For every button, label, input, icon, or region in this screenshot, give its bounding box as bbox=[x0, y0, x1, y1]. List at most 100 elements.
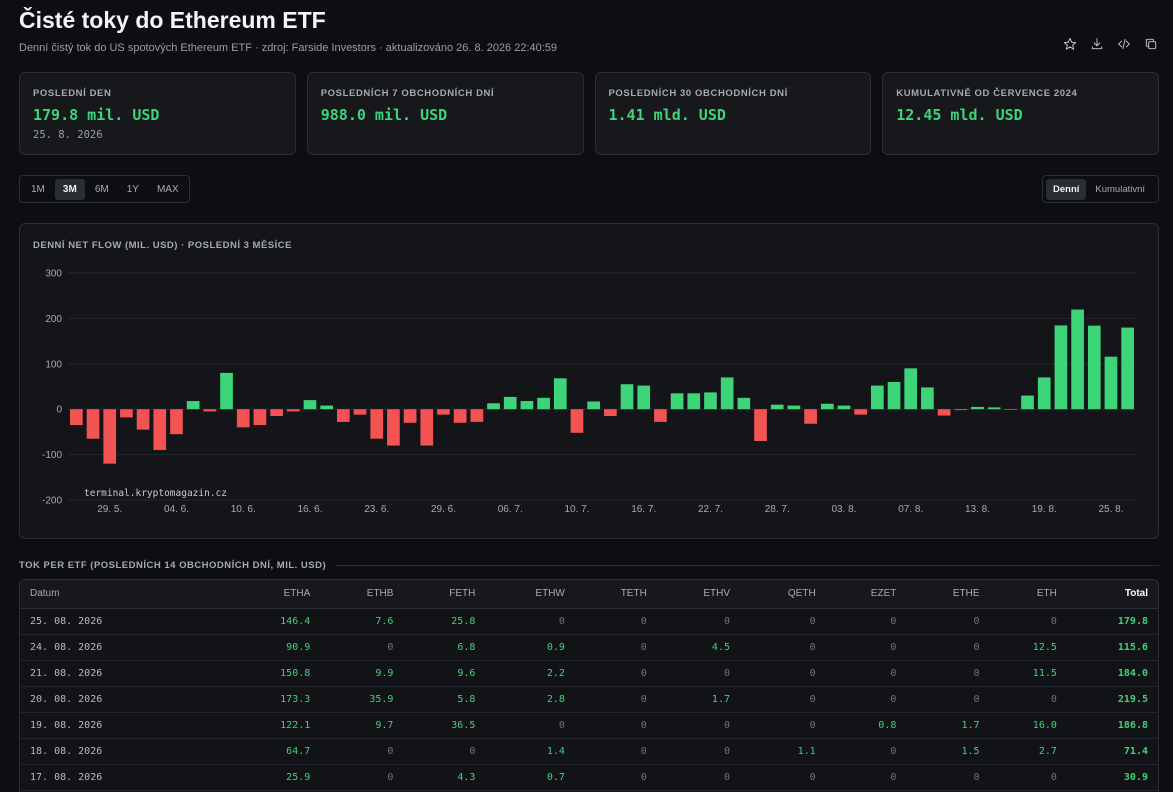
bar bbox=[520, 401, 534, 410]
x-tick-label: 07. 8. bbox=[898, 504, 923, 515]
bar bbox=[453, 409, 467, 423]
bar bbox=[337, 409, 350, 422]
flow-cell: 0 bbox=[906, 634, 990, 661]
bar bbox=[420, 409, 434, 446]
column-header[interactable]: ETHW bbox=[485, 580, 575, 609]
mode-cumulative-button[interactable]: Kumulativní bbox=[1095, 183, 1146, 195]
card-value: 1.41 mld. USD bbox=[608, 106, 726, 124]
table-row: 19. 08. 2026 122.1 9.7 36.5 0 0 0 0 0.8 1.7 16.0 18… bbox=[20, 712, 1158, 739]
flow-cell: 122.1 bbox=[229, 712, 321, 739]
bar bbox=[687, 393, 701, 410]
bar bbox=[987, 407, 1001, 410]
daily-flow-chart: -200 -100 0 100 200 300 29. 5. 04. 6. 10. 6. 16. … bbox=[42, 269, 1136, 515]
flow-cell: 0 bbox=[656, 764, 740, 791]
chart-title: DENNÍ NET FLOW (MIL. USD) · POSLEDNÍ 3 M… bbox=[33, 240, 292, 251]
bar bbox=[470, 409, 484, 422]
range-1m-button[interactable]: 1M bbox=[31, 183, 45, 195]
flow-cell: 36.5 bbox=[403, 712, 486, 739]
card-last-day: POSLEDNÍ DEN 179.8 mil. USD 25. 8. 2026 bbox=[19, 72, 296, 155]
flow-cell: 4.3 bbox=[403, 764, 486, 791]
table-row: 17. 08. 2026 25.9 0 4.3 0.7 0 0 0 0 0 0 30.9 bbox=[20, 764, 1158, 791]
copy-icon[interactable] bbox=[1142, 35, 1159, 52]
bar bbox=[587, 401, 600, 410]
range-max-button[interactable]: MAX bbox=[156, 183, 179, 195]
card-last-7-days: POSLEDNÍCH 7 OBCHODNÍCH DNÍ 988.0 mil. U… bbox=[306, 72, 584, 155]
bar bbox=[620, 384, 634, 410]
bar bbox=[120, 409, 133, 418]
bar bbox=[787, 405, 801, 410]
flow-cell: 0.8 bbox=[825, 712, 907, 739]
x-tick-label: 03. 8. bbox=[831, 504, 856, 515]
bar bbox=[303, 400, 317, 410]
card-value: 179.8 mil. USD bbox=[33, 106, 160, 124]
flow-cell: 0 bbox=[656, 738, 740, 765]
bar bbox=[537, 397, 550, 410]
flow-cell: 0 bbox=[989, 764, 1067, 791]
bar bbox=[604, 409, 617, 417]
table-row: 20. 08. 2026 173.3 35.9 5.8 2.8 0 1.7 0 0 0 0 219.5 bbox=[20, 686, 1158, 713]
bar bbox=[954, 409, 968, 411]
column-header[interactable]: QETH bbox=[739, 580, 826, 609]
column-header[interactable]: Total bbox=[1066, 580, 1158, 609]
flow-cell: 0 bbox=[989, 608, 1067, 635]
column-header[interactable]: ETHE bbox=[906, 580, 990, 609]
flow-cell: 0 bbox=[320, 764, 404, 791]
column-header[interactable]: EZET bbox=[825, 580, 907, 609]
flow-cell: 1.7 bbox=[906, 712, 990, 739]
bar bbox=[1087, 325, 1101, 410]
bar bbox=[704, 392, 717, 410]
y-tick-label: 100 bbox=[45, 359, 62, 370]
range-6m-button[interactable]: 6M bbox=[94, 183, 109, 195]
bar bbox=[387, 409, 400, 446]
card-date: 25. 8. 2026 bbox=[33, 129, 103, 141]
date-cell: 18. 08. 2026 bbox=[20, 738, 230, 765]
flow-cell: 0 bbox=[739, 686, 826, 713]
download-icon[interactable] bbox=[1088, 35, 1105, 52]
flow-cell: 1.4 bbox=[485, 738, 575, 765]
flow-cell: 0 bbox=[574, 660, 657, 687]
bar bbox=[403, 409, 417, 423]
bar bbox=[103, 409, 117, 464]
table-body: 25. 08. 2026 146.4 7.6 25.8 0 0 0 0 0 0 0 179.8 24. … bbox=[20, 608, 1158, 791]
bar bbox=[854, 409, 867, 415]
column-header[interactable]: FETH bbox=[403, 580, 486, 609]
flow-cell: 0.7 bbox=[485, 764, 575, 791]
bar bbox=[70, 409, 83, 426]
column-header[interactable]: ETHB bbox=[320, 580, 404, 609]
flow-cell: 90.9 bbox=[229, 634, 321, 661]
divider bbox=[336, 565, 1159, 566]
etf-flow-table: Datum ETHA ETHB FETH ETHW TETH ETHV QETH EZET ETH… bbox=[19, 579, 1159, 792]
star-icon[interactable] bbox=[1061, 35, 1078, 52]
flow-cell: 0 bbox=[320, 634, 404, 661]
flow-cell: 0 bbox=[574, 634, 657, 661]
range-1y-button[interactable]: 1Y bbox=[126, 183, 139, 195]
x-tick-label: 23. 6. bbox=[364, 504, 389, 515]
bar bbox=[654, 409, 667, 422]
flow-cell: 0 bbox=[906, 764, 990, 791]
embed-code-icon[interactable] bbox=[1115, 35, 1132, 52]
flow-cell: 186.8 bbox=[1066, 712, 1158, 739]
flow-cell: 0 bbox=[739, 634, 826, 661]
column-header[interactable]: ETHA bbox=[229, 580, 321, 609]
mode-daily-button[interactable]: Denní bbox=[1046, 178, 1087, 200]
flow-cell: 173.3 bbox=[229, 686, 321, 713]
flow-cell: 11.5 bbox=[989, 660, 1067, 687]
column-header[interactable]: TETH bbox=[574, 580, 657, 609]
flow-cell: 1.1 bbox=[739, 738, 826, 765]
flow-cell: 25.9 bbox=[229, 764, 321, 791]
column-header[interactable]: Datum bbox=[20, 580, 230, 609]
bar bbox=[754, 409, 767, 441]
flow-cell: 0 bbox=[320, 738, 404, 765]
x-tick-label: 29. 5. bbox=[97, 504, 122, 515]
date-cell: 20. 08. 2026 bbox=[20, 686, 230, 713]
bar bbox=[1037, 377, 1051, 410]
y-tick-label: -200 bbox=[42, 496, 62, 507]
column-header[interactable]: ETHV bbox=[656, 580, 740, 609]
column-header[interactable]: ETH bbox=[989, 580, 1067, 609]
flow-cell: 0 bbox=[403, 738, 486, 765]
range-3m-button[interactable]: 3M bbox=[54, 178, 85, 200]
x-tick-label: 10. 7. bbox=[564, 504, 589, 515]
flow-cell: 0 bbox=[825, 764, 907, 791]
bar bbox=[270, 409, 283, 417]
bar bbox=[236, 409, 250, 428]
